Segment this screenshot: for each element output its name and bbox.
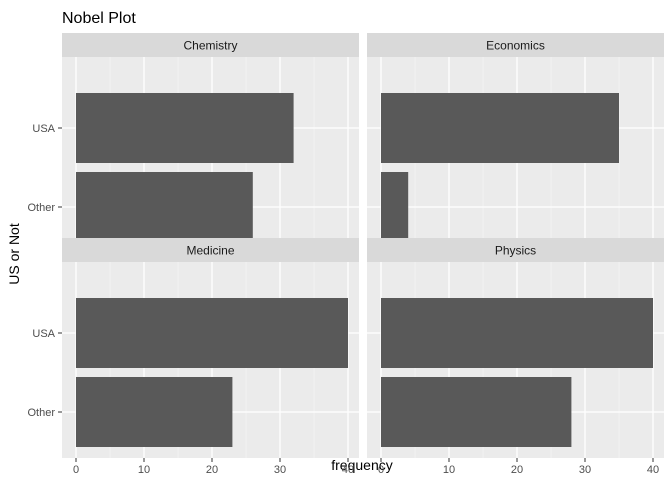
facet-economics: Economics — [367, 33, 664, 253]
facet-strip-label-medicine: Medicine — [186, 244, 234, 258]
x-tick-label: 20 — [511, 464, 523, 476]
x-tick-label: 30 — [274, 464, 286, 476]
facet-strip-label-chemistry: Chemistry — [183, 39, 237, 53]
y-tick-label-usa: USA — [32, 328, 55, 340]
bar-physics-usa — [381, 298, 653, 368]
x-tick-label: 40 — [647, 464, 659, 476]
x-tick-label: 10 — [443, 464, 455, 476]
bar-medicine-usa — [76, 298, 348, 368]
x-tick-label: 20 — [206, 464, 218, 476]
y-tick-label-usa: USA — [32, 123, 55, 135]
x-tick-label: 10 — [138, 464, 150, 476]
facet-strip-label-physics: Physics — [495, 244, 536, 258]
x-tick-label: 0 — [378, 464, 384, 476]
x-tick-label: 30 — [579, 464, 591, 476]
chart-title: Nobel Plot — [62, 10, 136, 27]
y-tick-label-other: Other — [27, 407, 55, 419]
x-tick-label: 0 — [73, 464, 79, 476]
x-axis-label: frequency — [331, 457, 392, 473]
facet-chemistry: Chemistry USA Other — [27, 33, 359, 253]
facet-strip-economics — [367, 33, 664, 57]
facet-strip-physics — [367, 238, 664, 262]
facet-physics: Physics 0 10 20 30 40 — [367, 238, 664, 476]
facet-strip-medicine — [62, 238, 359, 262]
facet-strip-label-economics: Economics — [486, 39, 545, 53]
facet-medicine: Medicine USA Other 0 10 20 30 40 — [27, 238, 359, 476]
y-axis-label: US or Not — [6, 223, 22, 285]
y-tick-label-other: Other — [27, 202, 55, 214]
bar-chemistry-other — [76, 172, 253, 242]
bar-chemistry-usa — [76, 93, 294, 163]
bar-physics-other — [381, 377, 572, 447]
bar-economics-usa — [381, 93, 619, 163]
bar-economics-other — [381, 172, 409, 242]
facet-strip-chemistry — [62, 33, 359, 57]
x-tick-label: 40 — [342, 464, 354, 476]
bar-medicine-other — [76, 377, 233, 447]
facets-layer: Chemistry USA Other Economics Medicine USA Oth… — [27, 33, 664, 476]
